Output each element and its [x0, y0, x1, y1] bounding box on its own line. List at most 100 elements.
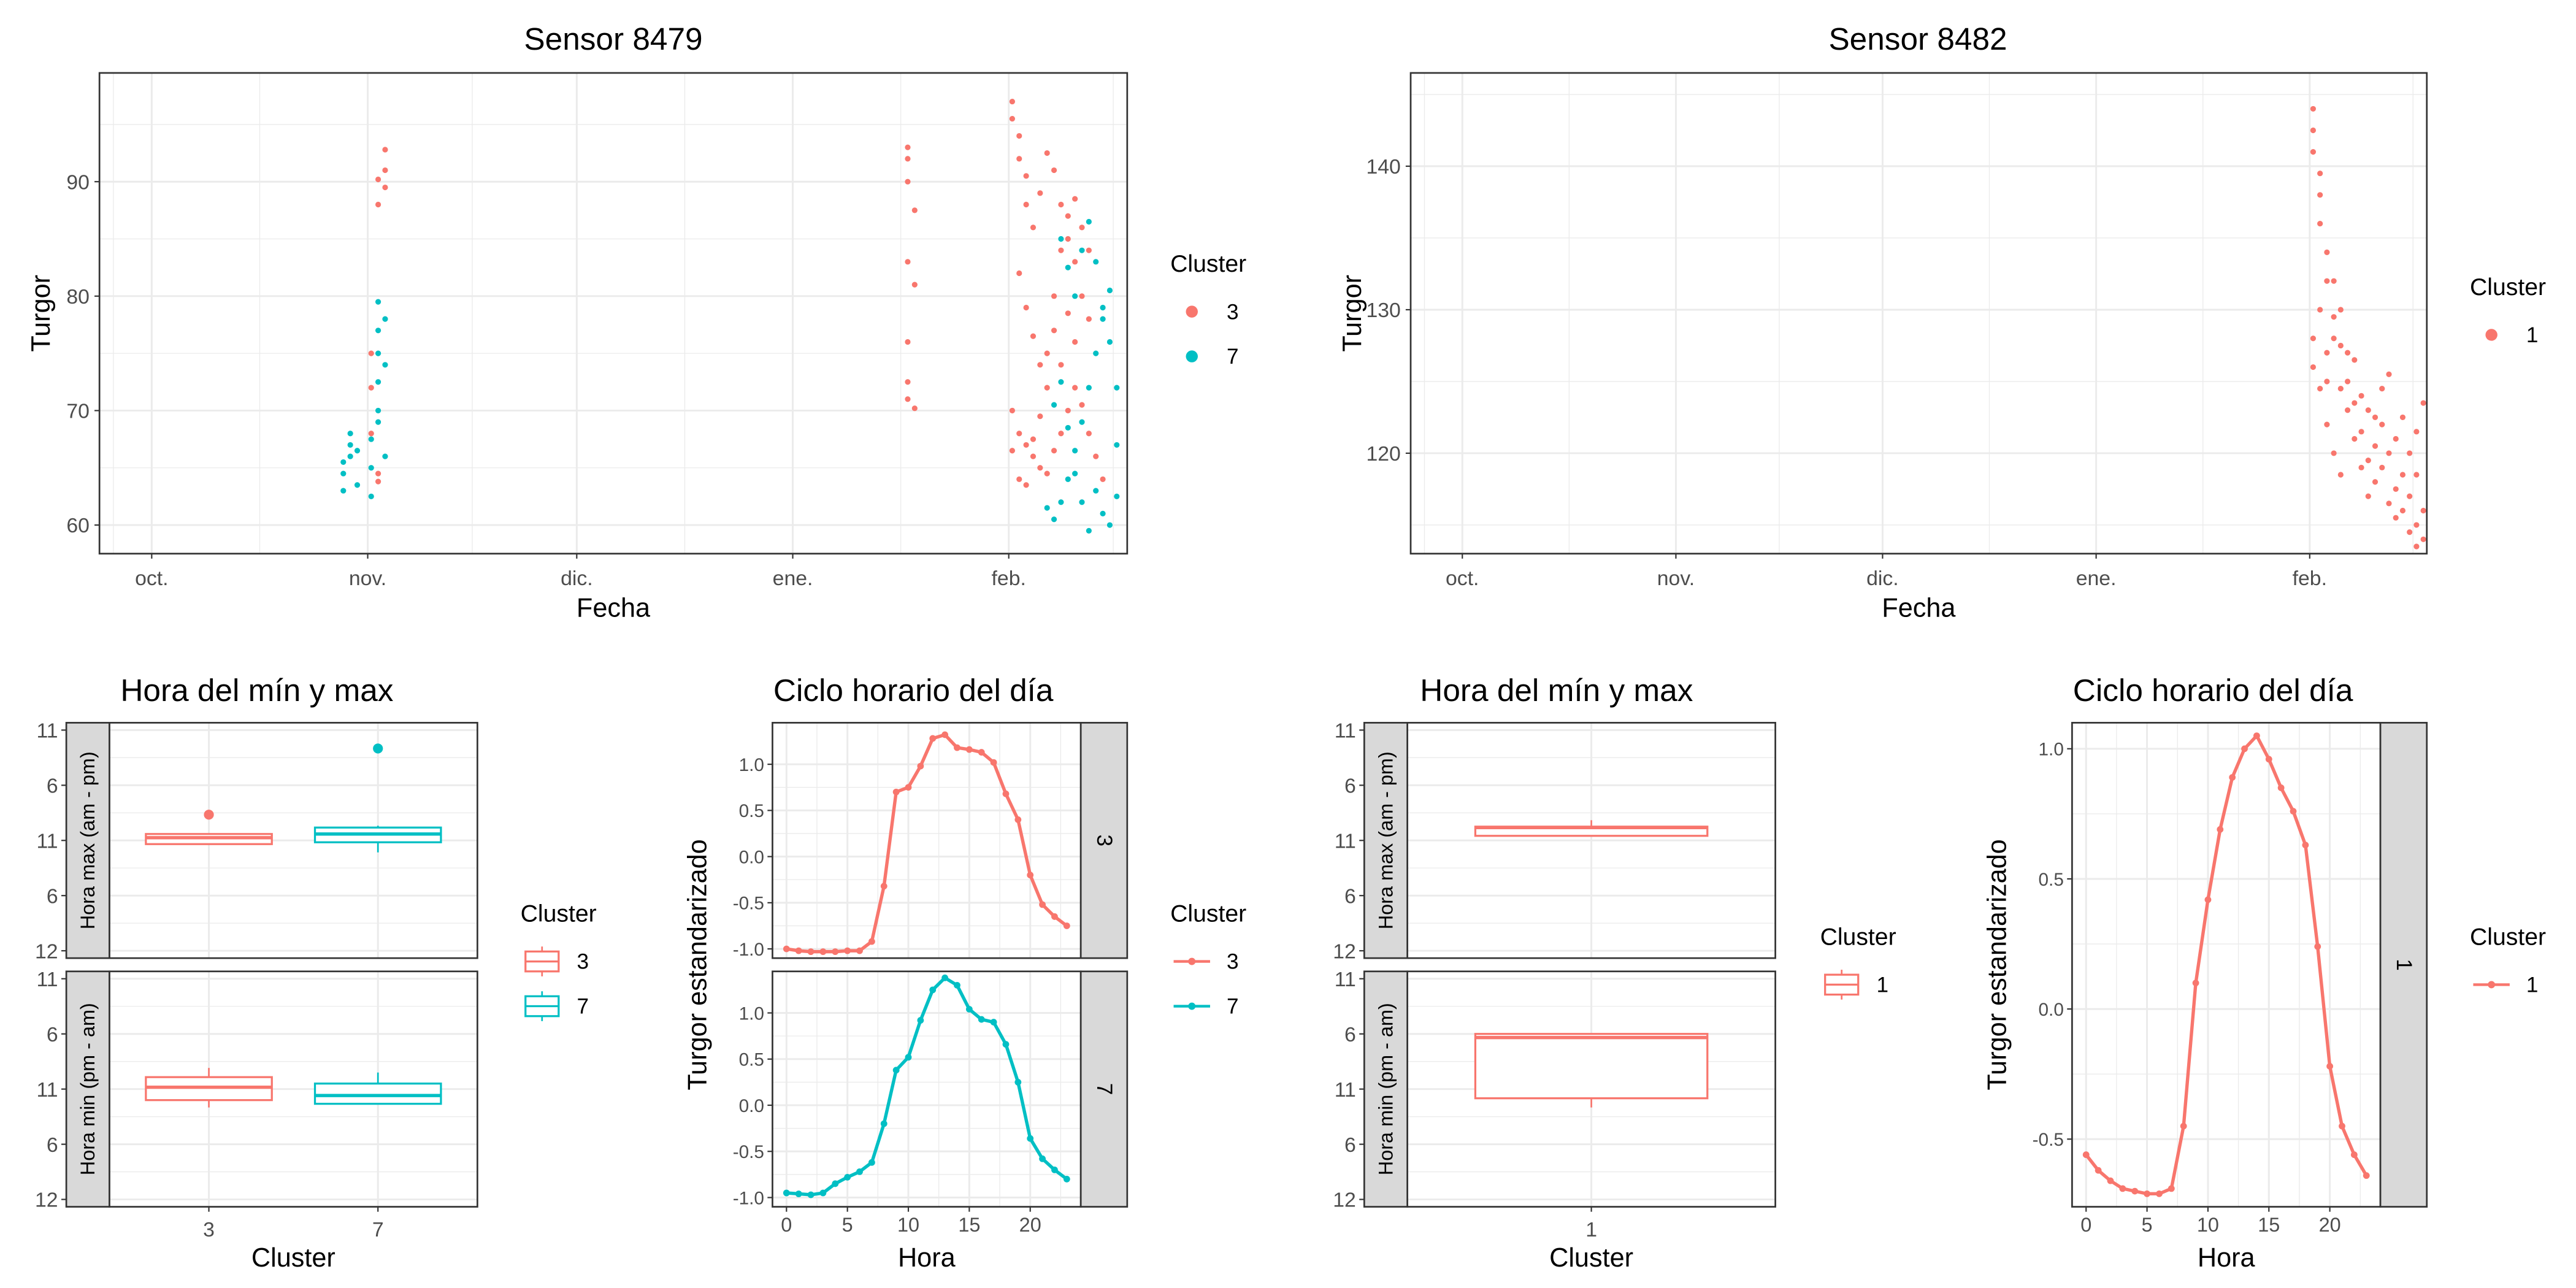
legend-title: Cluster [1170, 251, 1246, 277]
line-panel: Ciclo horario del día 1 -0.5 0.0 0.5 1.0 0 5 10 1… [1982, 673, 2428, 1273]
x-axis-label: Hora [898, 1243, 956, 1273]
data-point [1009, 98, 1015, 105]
data-point [1072, 196, 1078, 202]
facet-strip [65, 722, 110, 959]
data-point [1106, 287, 1113, 294]
x-tick-label: oct. [135, 567, 168, 590]
x-tick-label: 15 [2258, 1214, 2280, 1236]
data-point [368, 350, 374, 356]
facet: 3 -1.0 -0.5 0.0 0.5 1.0 [733, 722, 1129, 960]
data-point [1063, 922, 1070, 929]
data-point [905, 156, 911, 162]
data-point [2413, 429, 2420, 435]
y-tick-label: 12 [1333, 940, 1356, 963]
data-point [375, 419, 381, 425]
data-point [1016, 156, 1022, 162]
data-point [1023, 442, 1029, 448]
legend-label: 7 [1227, 345, 1239, 369]
x-tick-label: 20 [2319, 1214, 2341, 1236]
data-point [2277, 784, 2285, 791]
facet-strip [1363, 722, 1408, 959]
data-point [2372, 479, 2379, 485]
data-point [832, 1180, 839, 1187]
data-point [1079, 499, 1085, 505]
panel-background [99, 72, 1127, 554]
data-point [2317, 307, 2323, 313]
data-point [1086, 527, 1092, 534]
data-point [1100, 304, 1106, 311]
data-point [2265, 756, 2272, 763]
data-point [954, 744, 960, 751]
x-tick-label: 5 [2142, 1214, 2153, 1236]
data-point [807, 948, 815, 956]
data-point [2407, 529, 2413, 535]
data-point [2324, 350, 2330, 356]
outlier-point [204, 810, 214, 820]
outlier-point [373, 743, 383, 754]
data-point [868, 1159, 875, 1166]
data-point [1051, 913, 1058, 920]
data-point [1093, 259, 1099, 265]
data-point [783, 1189, 790, 1197]
y-tick-label: 90 [66, 171, 90, 194]
x-tick-label: 0 [781, 1214, 792, 1236]
y-tick-label: 1.0 [739, 755, 764, 775]
x-tick-label: nov. [349, 567, 386, 590]
data-point [368, 431, 374, 437]
data-point [1093, 488, 1099, 494]
data-point [1065, 476, 1071, 482]
data-point [1086, 385, 1092, 391]
data-point [1037, 413, 1043, 420]
data-point [2420, 536, 2426, 542]
legend-point [2488, 981, 2496, 989]
data-point [990, 1019, 997, 1025]
data-point [2192, 979, 2199, 987]
data-point [1030, 224, 1037, 231]
data-point [1027, 1135, 1034, 1142]
data-point [2372, 414, 2379, 421]
data-point [2310, 335, 2317, 342]
facet-strip-label: Hora min (pm - am) [77, 1003, 99, 1175]
data-point [2352, 435, 2358, 442]
x-tick-label: 10 [897, 1214, 919, 1236]
data-point [2317, 192, 2323, 198]
data-point [347, 431, 353, 437]
data-point [1114, 385, 1120, 391]
line-panel: Ciclo horario del día3-1.0-0.50.00.51.07… [683, 673, 1129, 1273]
data-point [795, 1190, 802, 1197]
y-tick-label: 1.0 [739, 1003, 764, 1024]
data-point [2310, 105, 2317, 112]
data-point [929, 735, 937, 742]
data-point [1037, 362, 1043, 368]
legend-label: 1 [2526, 323, 2539, 347]
data-point [1016, 270, 1022, 277]
y-tick-label: -0.5 [2033, 1130, 2064, 1150]
y-tick-label: 80 [66, 285, 90, 309]
legend-key [1824, 970, 1860, 1000]
data-point [2365, 458, 2371, 464]
data-point [2317, 171, 2323, 177]
data-point [382, 362, 388, 368]
x-tick-label: 15 [958, 1214, 980, 1236]
data-point [2420, 507, 2426, 514]
scatter-panel: Sensor 8479 oct. nov. dic. ene. feb. 60 70 80 90 F… [26, 21, 1129, 623]
data-point [1051, 293, 1057, 299]
data-point [2386, 500, 2392, 507]
legend-title: Cluster [521, 901, 597, 927]
data-point [2331, 335, 2337, 342]
legend: Cluster 1 [2470, 924, 2546, 997]
data-point [2399, 414, 2406, 421]
chart-title: Ciclo horario del día [2073, 673, 2353, 708]
data-point [1023, 173, 1029, 179]
data-point [354, 448, 361, 454]
data-point [929, 986, 937, 994]
x-tick-label: dic. [561, 567, 593, 590]
data-point [1058, 379, 1064, 385]
data-point [2217, 826, 2224, 833]
y-tick-label: 11 [1335, 1078, 1356, 1102]
data-point [2352, 357, 2358, 363]
y-tick-label: 12 [35, 1189, 58, 1212]
y-tick-label: 0.5 [739, 801, 764, 821]
chart-title: Hora del mín y max [1420, 673, 1693, 708]
x-tick-label: 10 [2197, 1214, 2219, 1236]
